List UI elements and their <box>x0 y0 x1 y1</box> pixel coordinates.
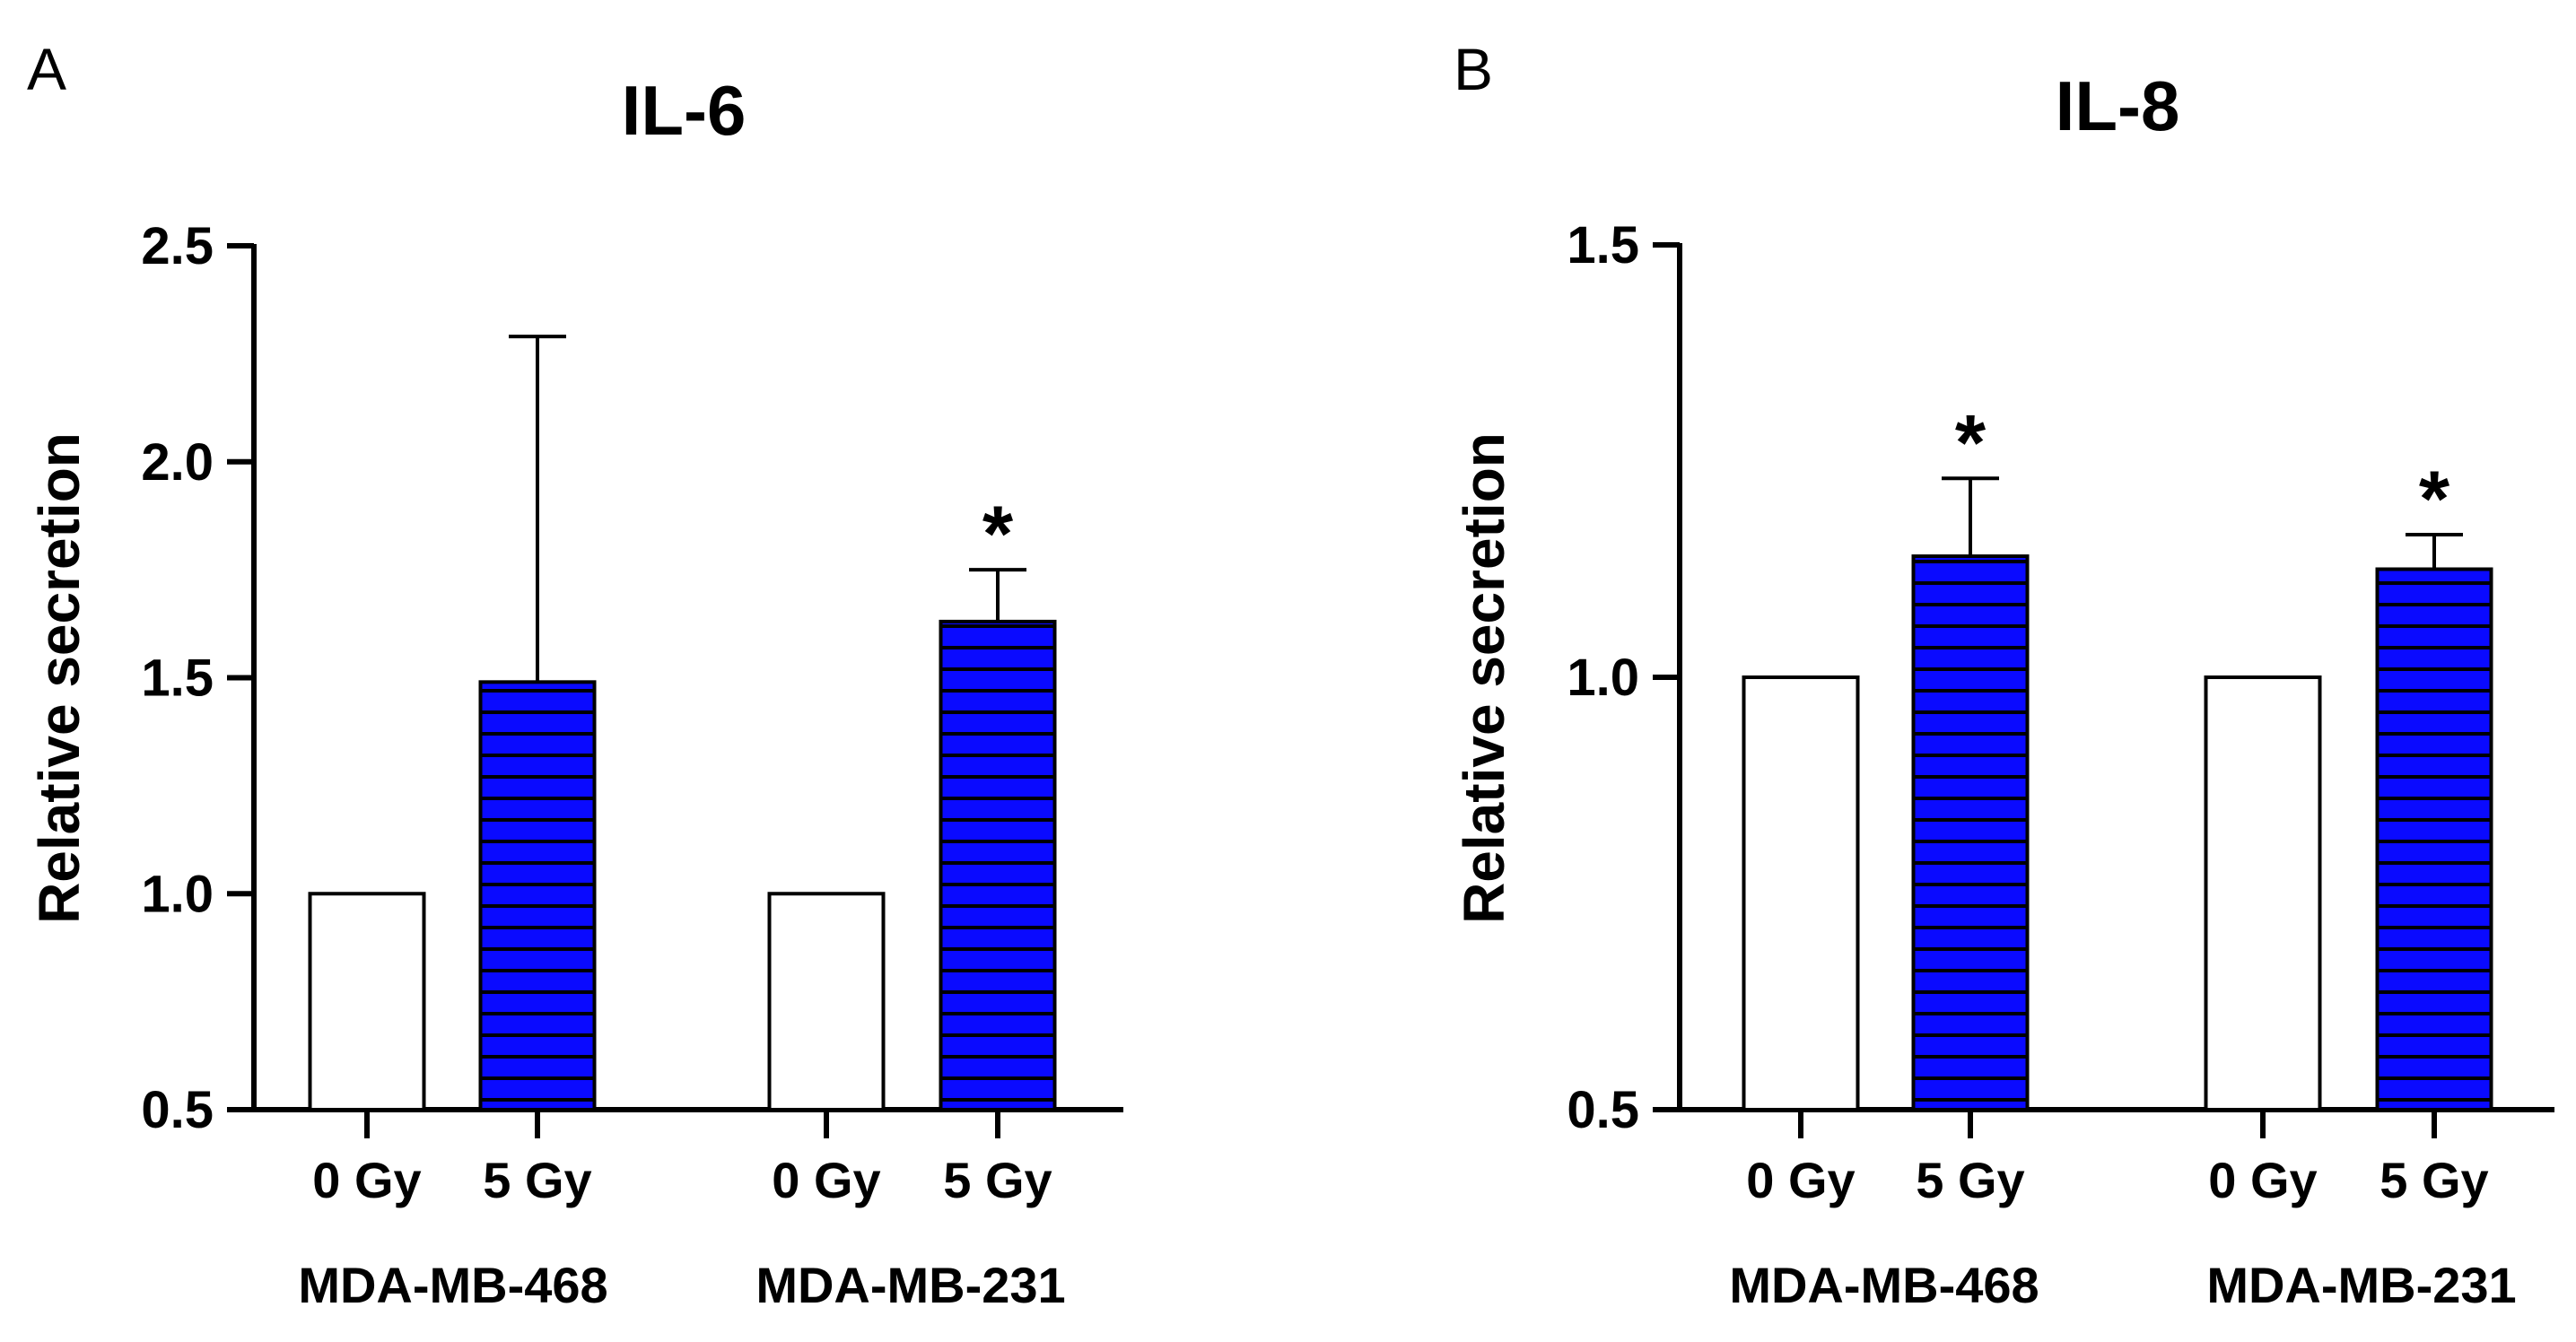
y-tick-label: 1.0 <box>1567 649 1639 707</box>
y-axis-label: Relative secretion <box>1452 432 1516 924</box>
significance-marker: * <box>982 489 1014 578</box>
significance-marker: * <box>2419 454 2450 543</box>
y-tick-label: 0.5 <box>141 1081 214 1139</box>
x-tick-label: 0 Gy <box>772 1152 880 1208</box>
y-axis-label: Relative secretion <box>27 432 92 924</box>
x-tick-label: 5 Gy <box>483 1152 591 1208</box>
y-tick-label: 1.5 <box>141 649 214 708</box>
significance-marker: * <box>1955 397 1987 486</box>
x-tick-label: 5 Gy <box>1916 1152 2024 1208</box>
bar <box>308 892 426 1111</box>
y-tick-label: 1.0 <box>141 865 214 923</box>
bar <box>767 892 886 1111</box>
group-label: MDA-MB-231 <box>755 1257 1065 1313</box>
bar <box>2375 567 2493 1111</box>
x-tick-label: 0 Gy <box>1746 1152 1855 1208</box>
panel-label: A <box>27 36 66 102</box>
x-tick-label: 5 Gy <box>2380 1152 2488 1208</box>
group-label: MDA-MB-231 <box>2206 1257 2516 1313</box>
x-tick-label: 0 Gy <box>312 1152 421 1208</box>
panels: A IL-6 Relative secretion 0.5 1.0 1.5 2.0 2.5 0 … <box>27 36 2554 1313</box>
bar <box>939 619 1057 1111</box>
chart-panel-b: B IL-8 Relative secretion 0.5 1.0 1.5 0 Gy * 5 G… <box>1452 36 2554 1313</box>
group-label: MDA-MB-468 <box>1729 1257 2039 1313</box>
chart-title: IL-8 <box>2056 66 2180 145</box>
y-tick-label: 1.5 <box>1567 216 1639 274</box>
chart-panel-a: A IL-6 Relative secretion 0.5 1.0 1.5 2.0 2.5 0 … <box>27 36 1123 1313</box>
x-tick-label: 5 Gy <box>943 1152 1052 1208</box>
bar <box>478 680 597 1111</box>
panel-label: B <box>1454 36 1493 102</box>
y-tick-label: 2.0 <box>141 433 214 492</box>
y-tick-label: 2.5 <box>141 217 214 275</box>
x-tick-label: 0 Gy <box>2208 1152 2317 1208</box>
y-tick-label: 0.5 <box>1567 1081 1639 1139</box>
chart-title: IL-6 <box>622 71 747 150</box>
bar <box>1911 554 2030 1111</box>
group-label: MDA-MB-468 <box>298 1257 607 1313</box>
bar <box>2204 675 2322 1111</box>
bar <box>1742 675 1860 1111</box>
